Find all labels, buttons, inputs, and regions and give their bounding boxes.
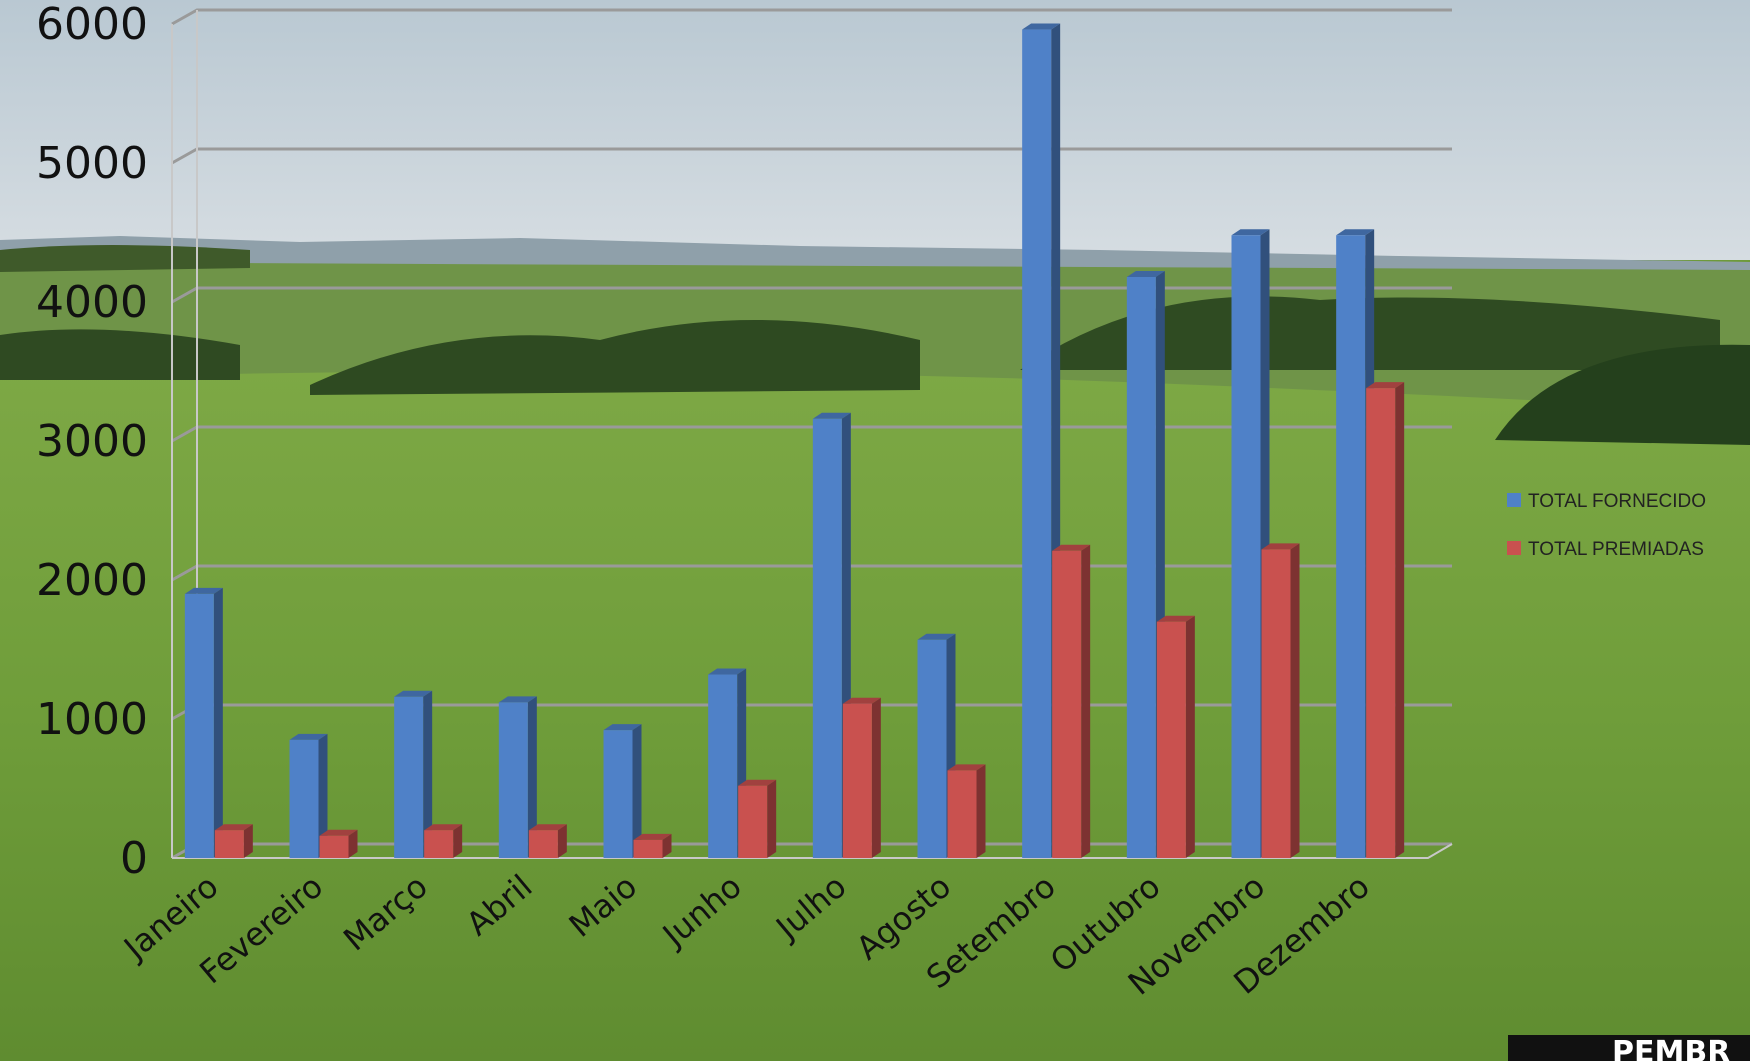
bar-premiadas-janeiro xyxy=(214,824,253,858)
corner-label: PEMBR xyxy=(1612,1035,1730,1061)
bar-premiadas-fevereiro xyxy=(319,829,358,858)
bar-premiadas-julho xyxy=(842,697,881,858)
bar-premiadas-dezembro xyxy=(1366,382,1405,858)
legend-label: TOTAL FORNECIDO xyxy=(1528,491,1706,512)
legend-label: TOTAL PREMIADAS xyxy=(1528,539,1704,560)
bar-fornecido-abril xyxy=(498,696,537,858)
y-tick-label: 6000 xyxy=(36,0,148,50)
bar-premiadas-junho xyxy=(738,779,777,858)
legend-item: TOTAL FORNECIDO xyxy=(1507,491,1706,512)
bars xyxy=(184,23,1405,859)
bar-premiadas-maio xyxy=(633,833,672,858)
bar-fornecido-outubro xyxy=(1126,270,1165,859)
x-axis-line xyxy=(172,843,1453,859)
bar-premiadas-outubro xyxy=(1156,615,1195,858)
bar-premiadas-agosto xyxy=(947,764,986,858)
legend-swatch xyxy=(1507,493,1521,507)
y-tick-label: 4000 xyxy=(36,277,148,328)
y-tick-label: 5000 xyxy=(36,138,148,189)
legend-swatch xyxy=(1507,541,1521,555)
legend-item: TOTAL PREMIADAS xyxy=(1507,539,1704,560)
y-tick-label: 3000 xyxy=(36,416,148,467)
legend: TOTAL FORNECIDO TOTAL PREMIADAS xyxy=(1507,491,1706,560)
y-tick-label: 2000 xyxy=(36,555,148,606)
bar-fornecido-maio xyxy=(603,724,642,858)
y-axis-ticks: 0 1000 2000 3000 4000 5000 6000 xyxy=(36,0,148,884)
bar-fornecido-fevereiro xyxy=(289,733,328,858)
bar-premiadas-setembro xyxy=(1052,544,1091,858)
bar-fornecido-março xyxy=(394,690,433,858)
y-tick-label: 1000 xyxy=(36,694,148,745)
bar-fornecido-janeiro xyxy=(184,587,223,858)
bar-fornecido-novembro xyxy=(1231,229,1270,858)
bar-premiadas-março xyxy=(424,824,463,858)
bar-premiadas-novembro xyxy=(1261,543,1300,858)
bar-premiadas-abril xyxy=(528,824,567,858)
y-tick-label: 0 xyxy=(120,833,148,884)
